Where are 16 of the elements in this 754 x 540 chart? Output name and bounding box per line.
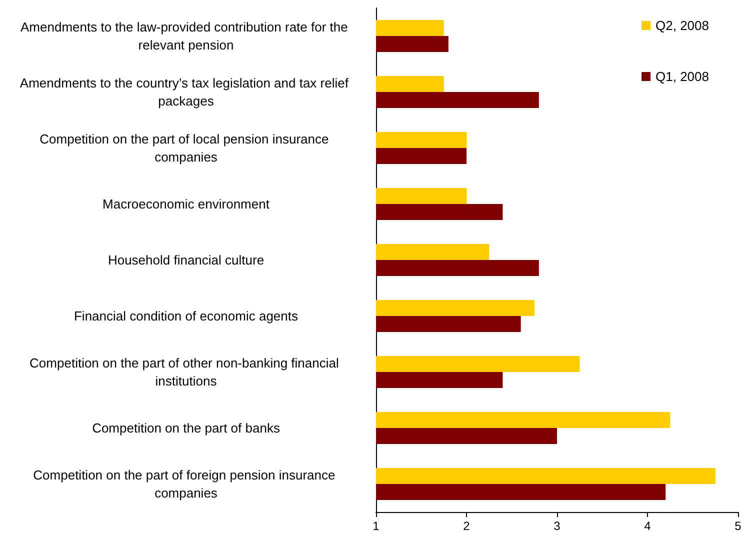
y-tick-label: Competition on the part of other non-banking financial institutions bbox=[30, 356, 342, 388]
x-tick-label: 5 bbox=[734, 519, 742, 533]
y-tick-label: Amendments to the law-provided contribution rate for the relevant pension bbox=[20, 20, 352, 52]
x-tick-label: 4 bbox=[644, 519, 652, 533]
legend-label: Q2, 2008 bbox=[656, 18, 710, 33]
y-tick-label: Competition on the part of local pension insurance companies bbox=[40, 132, 332, 164]
x-tick-label: 3 bbox=[554, 519, 561, 533]
y-tick-label: Financial condition of economic agents bbox=[74, 308, 299, 324]
legend-label: Q1, 2008 bbox=[656, 69, 710, 84]
x-tick-label: 2 bbox=[463, 519, 470, 533]
y-tick-label: Competition on the part of banks bbox=[92, 420, 280, 436]
y-tick-label: Household financial culture bbox=[108, 252, 264, 268]
x-tick-label: 1 bbox=[372, 519, 380, 533]
y-tick-label: Competition on the part of foreign pension insurance companies bbox=[33, 468, 339, 500]
y-tick-label: Amendments to the country’s tax legislation and tax relief packages bbox=[20, 76, 352, 108]
y-tick-label: Macroeconomic environment bbox=[102, 196, 270, 212]
